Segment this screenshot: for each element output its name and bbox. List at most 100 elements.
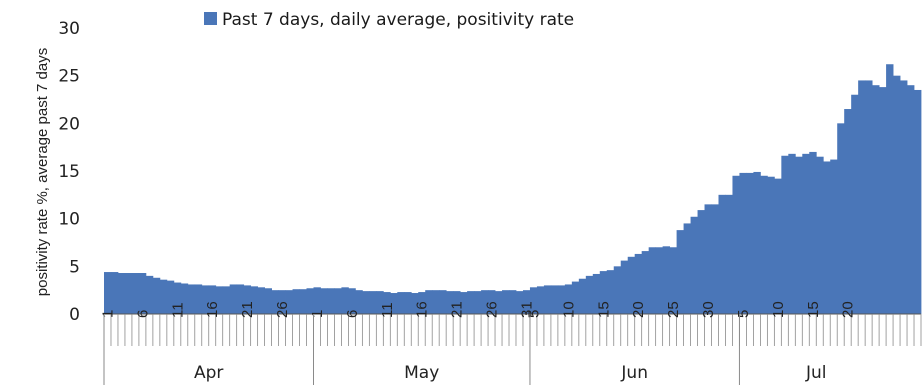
bar xyxy=(327,288,335,314)
bar xyxy=(886,64,894,314)
bar xyxy=(907,85,915,314)
bar xyxy=(104,272,112,314)
bar xyxy=(152,277,161,314)
y-tick-label: 10 xyxy=(58,210,80,230)
bar xyxy=(292,289,300,314)
bar xyxy=(285,290,293,314)
bar xyxy=(676,230,684,314)
bar xyxy=(439,290,447,314)
bar xyxy=(145,275,154,314)
bar xyxy=(194,284,203,314)
bar xyxy=(229,284,238,314)
bar xyxy=(599,271,608,314)
bar xyxy=(844,109,852,314)
bar xyxy=(613,266,622,314)
bar xyxy=(760,175,768,314)
bar xyxy=(355,290,363,314)
legend-swatch xyxy=(204,12,217,25)
bar xyxy=(648,247,657,314)
x-tick-label: 5 xyxy=(525,310,542,318)
bar xyxy=(474,291,482,314)
x-tick-label: 15 xyxy=(805,301,822,318)
bar xyxy=(180,283,189,314)
bar xyxy=(550,285,559,314)
month-label: May xyxy=(404,363,439,383)
bar xyxy=(872,85,880,314)
bar xyxy=(313,287,321,314)
bar xyxy=(404,292,412,314)
bar xyxy=(411,293,419,314)
x-tick-label: 20 xyxy=(630,301,647,318)
bar xyxy=(879,87,887,314)
bar xyxy=(208,285,217,314)
bar xyxy=(816,156,824,314)
bar xyxy=(781,155,789,314)
bar xyxy=(557,285,566,314)
x-tick-label: 16 xyxy=(204,301,221,318)
x-tick-label: 16 xyxy=(414,301,431,318)
bar xyxy=(627,256,636,314)
bars xyxy=(104,64,922,315)
bar xyxy=(495,291,503,314)
bar xyxy=(446,291,454,314)
bar xyxy=(509,290,517,314)
y-axis-label: positivity rate %, average past 7 days xyxy=(34,48,51,296)
bar xyxy=(669,247,677,314)
bar xyxy=(564,284,573,314)
bar xyxy=(306,288,314,314)
bar xyxy=(529,287,538,314)
bar xyxy=(571,281,580,314)
x-tick-label: 6 xyxy=(134,310,151,318)
x-tick-label: 10 xyxy=(770,301,787,318)
bar xyxy=(362,291,370,314)
x-tick-label: 15 xyxy=(595,301,612,318)
month-labels: Apr May Jun Jul xyxy=(103,314,827,385)
month-label: Jun xyxy=(620,363,648,383)
x-tick-label: 5 xyxy=(735,310,752,318)
bar xyxy=(690,216,698,314)
bar xyxy=(432,290,440,314)
x-tick-label: 26 xyxy=(484,301,501,318)
bar xyxy=(767,176,775,314)
bar xyxy=(460,292,468,314)
bar xyxy=(250,286,259,314)
bar xyxy=(299,289,307,314)
bar xyxy=(110,272,119,314)
bar xyxy=(243,285,252,314)
bar xyxy=(264,288,272,314)
bar xyxy=(117,273,126,314)
bar xyxy=(725,194,733,314)
x-tick-label: 21 xyxy=(239,301,256,318)
bar xyxy=(341,287,349,314)
x-tick-label: 21 xyxy=(449,301,466,318)
bar xyxy=(893,75,901,314)
legend-label: Past 7 days, daily average, positivity r… xyxy=(222,10,574,30)
bar xyxy=(865,80,873,315)
bar xyxy=(369,291,377,314)
x-tick-label: 26 xyxy=(274,301,291,318)
bar xyxy=(425,290,433,314)
y-tick-label: 30 xyxy=(58,19,80,39)
bar xyxy=(543,285,552,314)
x-tick-label: 30 xyxy=(700,301,717,318)
bar xyxy=(592,273,601,314)
bar xyxy=(739,172,747,314)
x-tick-label: 11 xyxy=(169,302,186,318)
bar xyxy=(271,290,279,314)
month-label: Jul xyxy=(805,363,827,383)
x-tick-label: 31 xyxy=(518,301,535,318)
bar xyxy=(201,285,210,314)
bar xyxy=(788,153,796,314)
bar xyxy=(159,279,168,314)
y-tick-label: 25 xyxy=(58,67,80,87)
bar xyxy=(453,291,461,314)
bar xyxy=(697,210,705,314)
bar xyxy=(711,204,719,314)
bar xyxy=(515,291,524,314)
bar xyxy=(536,286,545,314)
bar xyxy=(481,290,489,314)
bar xyxy=(802,153,810,314)
bar xyxy=(851,94,859,314)
bar xyxy=(236,284,245,314)
